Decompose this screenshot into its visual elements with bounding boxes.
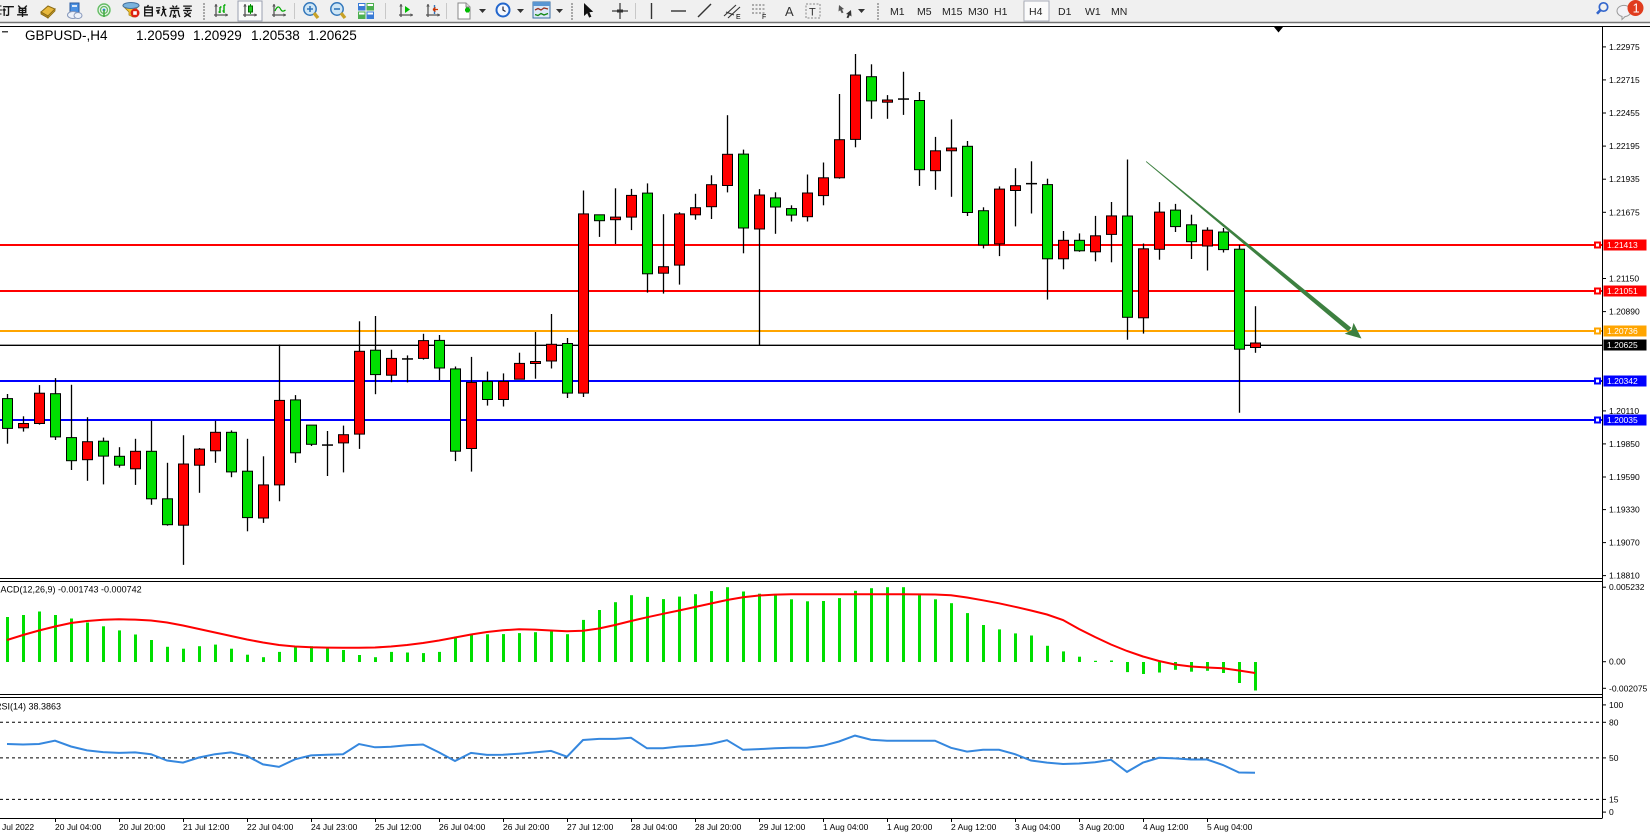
svg-text:1.21051: 1.21051 (1607, 286, 1638, 296)
svg-text:0: 0 (1609, 807, 1614, 817)
svg-text:0.00: 0.00 (1609, 657, 1626, 667)
svg-text:80: 80 (1609, 717, 1619, 727)
svg-text:M5: M5 (917, 6, 932, 18)
svg-text:1.22975: 1.22975 (1609, 42, 1640, 52)
svg-text:100: 100 (1609, 700, 1623, 710)
svg-text:1 Aug 04:00: 1 Aug 04:00 (823, 822, 869, 832)
svg-text:24 Jul 23:00: 24 Jul 23:00 (311, 822, 358, 832)
svg-text:2 Aug 12:00: 2 Aug 12:00 (951, 822, 997, 832)
svg-text:Jul 2022: Jul 2022 (2, 822, 34, 832)
svg-text:28 Jul 04:00: 28 Jul 04:00 (631, 822, 678, 832)
svg-text:A: A (785, 4, 794, 19)
svg-text:M1: M1 (890, 6, 905, 18)
svg-text:1.20890: 1.20890 (1609, 307, 1640, 317)
svg-text:1.20736: 1.20736 (1607, 326, 1638, 336)
svg-text:1.22715: 1.22715 (1609, 75, 1640, 85)
svg-text:0.005232: 0.005232 (1609, 582, 1645, 592)
svg-text:1.20599: 1.20599 (136, 28, 185, 43)
svg-text:1.20342: 1.20342 (1607, 376, 1638, 386)
svg-text:MN: MN (1111, 6, 1127, 18)
svg-text:15: 15 (1609, 794, 1619, 804)
svg-text:21 Jul 12:00: 21 Jul 12:00 (183, 822, 230, 832)
svg-text:1.20538: 1.20538 (251, 28, 300, 43)
svg-text:3 Aug 20:00: 3 Aug 20:00 (1079, 822, 1125, 832)
svg-text:H4: H4 (1029, 6, 1043, 18)
svg-text:3 Aug 04:00: 3 Aug 04:00 (1015, 822, 1061, 832)
svg-text:26 Jul 04:00: 26 Jul 04:00 (439, 822, 486, 832)
svg-text:29 Jul 12:00: 29 Jul 12:00 (759, 822, 806, 832)
svg-text:M30: M30 (968, 6, 989, 18)
svg-text:M15: M15 (942, 6, 963, 18)
svg-text:D1: D1 (1058, 6, 1072, 18)
svg-text:1 Aug 20:00: 1 Aug 20:00 (887, 822, 933, 832)
svg-text:1.22455: 1.22455 (1609, 108, 1640, 118)
svg-text:22 Jul 04:00: 22 Jul 04:00 (247, 822, 294, 832)
svg-text:1.20035: 1.20035 (1607, 415, 1638, 425)
svg-text:1.20110: 1.20110 (1609, 406, 1639, 416)
svg-text:H1: H1 (994, 6, 1008, 18)
svg-text:1.19590: 1.19590 (1609, 472, 1640, 482)
svg-text:20 Jul 20:00: 20 Jul 20:00 (119, 822, 166, 832)
svg-text:20 Jul 04:00: 20 Jul 04:00 (55, 822, 102, 832)
svg-text:-0.002075: -0.002075 (1609, 683, 1648, 693)
svg-text:E: E (736, 14, 741, 21)
svg-text:GBPUSD-,H4: GBPUSD-,H4 (25, 28, 108, 43)
svg-text:1.18810: 1.18810 (1609, 571, 1640, 581)
svg-text:F: F (762, 14, 766, 21)
svg-text:MACD(12,26,9) -0.001743 -0.000: MACD(12,26,9) -0.001743 -0.000742 (0, 585, 142, 595)
svg-text:1.19850: 1.19850 (1609, 439, 1640, 449)
svg-text:28 Jul 20:00: 28 Jul 20:00 (695, 822, 742, 832)
svg-text:1.20625: 1.20625 (1607, 340, 1638, 350)
svg-text:1.21413: 1.21413 (1607, 240, 1638, 250)
svg-text:50: 50 (1609, 753, 1619, 763)
svg-text:1.19070: 1.19070 (1609, 538, 1640, 548)
svg-text:26 Jul 20:00: 26 Jul 20:00 (503, 822, 550, 832)
svg-text:1.20929: 1.20929 (193, 28, 242, 43)
svg-text:1.20625: 1.20625 (308, 28, 357, 43)
svg-text:4 Aug 12:00: 4 Aug 12:00 (1143, 822, 1189, 832)
svg-text:1.21935: 1.21935 (1609, 174, 1640, 184)
svg-text:1.19330: 1.19330 (1609, 505, 1640, 515)
svg-text:1.22195: 1.22195 (1609, 141, 1640, 151)
svg-text:W1: W1 (1085, 6, 1101, 18)
svg-text:25 Jul 12:00: 25 Jul 12:00 (375, 822, 422, 832)
svg-text:1: 1 (1633, 2, 1640, 16)
svg-text:27 Jul 12:00: 27 Jul 12:00 (567, 822, 614, 832)
svg-text:T: T (809, 7, 816, 19)
svg-text:RSI(14) 38.3863: RSI(14) 38.3863 (0, 702, 61, 712)
svg-text:1.21675: 1.21675 (1609, 207, 1640, 217)
svg-text:1.21150: 1.21150 (1609, 274, 1639, 284)
svg-text:5 Aug 04:00: 5 Aug 04:00 (1207, 822, 1253, 832)
